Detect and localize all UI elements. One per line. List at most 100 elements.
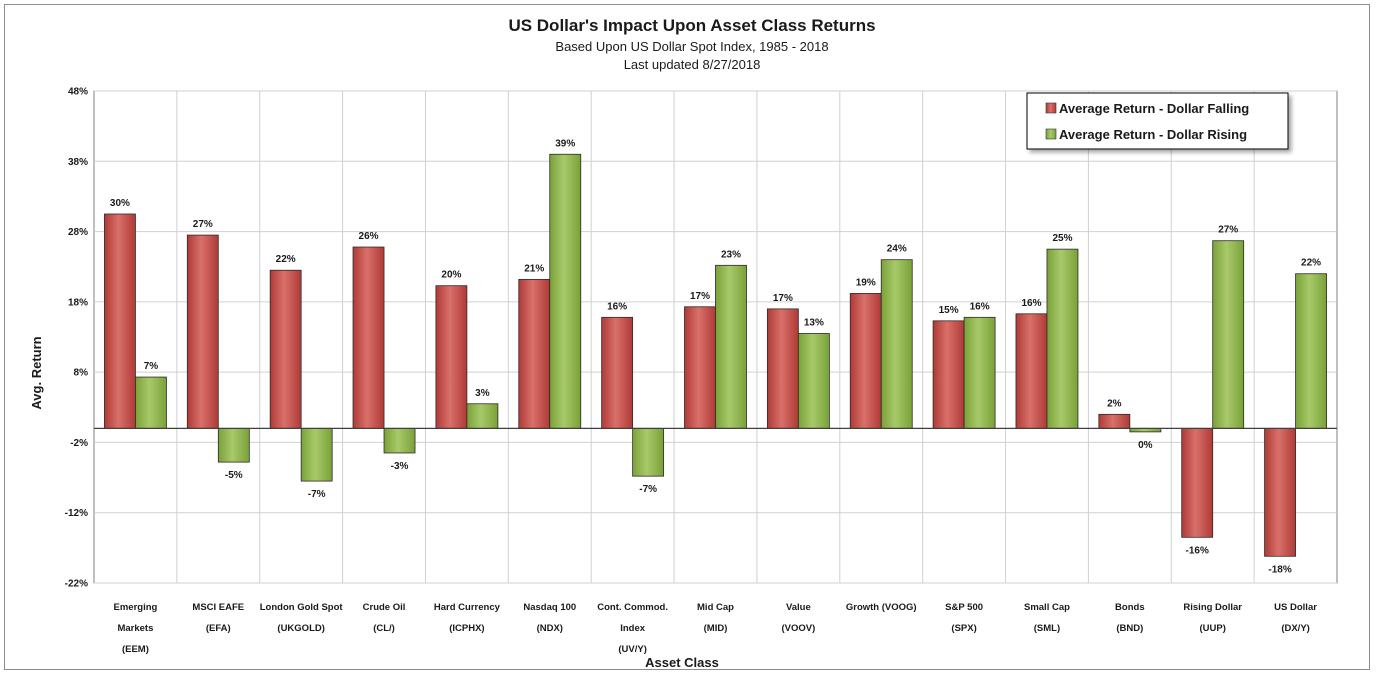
x-category-label: (VOOV) bbox=[781, 623, 815, 634]
x-category-label: (DX/Y) bbox=[1281, 623, 1310, 634]
data-label: 17% bbox=[773, 293, 793, 304]
y-tick-label: 28% bbox=[68, 227, 88, 238]
x-category-label: Small Cap bbox=[1024, 602, 1070, 613]
bar-dollar-falling bbox=[518, 278, 551, 429]
x-category-label: (CL/) bbox=[373, 623, 395, 634]
x-category-label: Nasdaq 100 bbox=[523, 602, 576, 613]
x-category-label: (NDX) bbox=[537, 623, 563, 634]
chart-frame: US Dollar's Impact Upon Asset Class Retu… bbox=[4, 4, 1370, 670]
bar-dollar-falling bbox=[684, 306, 716, 429]
x-category-label: Index bbox=[620, 623, 646, 634]
y-tick-label: -22% bbox=[65, 579, 88, 590]
data-label: 24% bbox=[887, 244, 907, 255]
data-label: 27% bbox=[193, 219, 213, 230]
x-category-label: (EFA) bbox=[206, 623, 231, 634]
x-category-label: (EEM) bbox=[122, 644, 149, 655]
x-category-label: Hard Currency bbox=[434, 602, 501, 613]
y-tick-label: 38% bbox=[68, 157, 88, 168]
legend-swatch-falling bbox=[1045, 102, 1057, 114]
x-category-label: Mid Cap bbox=[697, 602, 734, 613]
x-category-label: Markets bbox=[117, 623, 153, 634]
data-label: -3% bbox=[391, 461, 409, 472]
x-category-label: MSCI EAFE bbox=[192, 602, 244, 613]
bar-dollar-rising bbox=[300, 427, 333, 482]
x-axis-title: Asset Class bbox=[645, 655, 719, 670]
x-category-label: Rising Dollar bbox=[1183, 602, 1242, 613]
data-label: 16% bbox=[607, 301, 627, 312]
data-label: 3% bbox=[475, 388, 490, 399]
chart-subtitle: Based Upon US Dollar Spot Index, 1985 - … bbox=[555, 39, 828, 54]
legend: Average Return - Dollar Falling Average … bbox=[1026, 92, 1289, 150]
bar-dollar-rising bbox=[1046, 248, 1079, 429]
x-category-label: (UKGOLD) bbox=[277, 623, 325, 634]
data-label: 39% bbox=[555, 138, 575, 149]
bar-dollar-rising bbox=[715, 264, 747, 429]
x-category-label: Cont. Commod. bbox=[597, 602, 668, 613]
data-label: 20% bbox=[441, 270, 461, 281]
bar-dollar-rising bbox=[963, 316, 996, 429]
data-label: 22% bbox=[1301, 258, 1321, 269]
bar-dollar-rising bbox=[880, 259, 913, 429]
bar-dollar-rising bbox=[135, 376, 167, 429]
x-category-label: (ICPHX) bbox=[449, 623, 484, 634]
bar-dollar-rising bbox=[549, 153, 582, 429]
y-tick-label: 8% bbox=[74, 368, 89, 379]
bar-dollar-falling bbox=[1264, 427, 1296, 557]
bars bbox=[104, 153, 1327, 557]
data-label: -7% bbox=[639, 484, 657, 495]
bar-dollar-rising bbox=[383, 427, 416, 454]
legend-swatch-rising bbox=[1045, 128, 1057, 140]
y-tick-label: -2% bbox=[70, 438, 88, 449]
bar-dollar-falling bbox=[932, 320, 965, 429]
data-label: 7% bbox=[144, 361, 159, 372]
chart-subtitle-updated: Last updated 8/27/2018 bbox=[624, 57, 761, 72]
y-tick-label: 48% bbox=[68, 87, 88, 98]
bar-dollar-falling bbox=[849, 293, 882, 429]
bar-dollar-falling bbox=[1181, 427, 1214, 538]
bar-dollar-rising bbox=[797, 333, 830, 429]
bar-dollar-rising bbox=[1212, 240, 1245, 429]
data-label: 16% bbox=[1021, 298, 1041, 309]
bar-dollar-falling bbox=[186, 234, 219, 429]
data-label: 26% bbox=[359, 231, 379, 242]
x-category-label: (BND) bbox=[1116, 623, 1143, 634]
chart-title: US Dollar's Impact Upon Asset Class Retu… bbox=[508, 16, 875, 35]
bar-dollar-rising bbox=[466, 403, 499, 429]
data-label: 2% bbox=[1107, 398, 1122, 409]
y-axis-title: Avg. Return bbox=[29, 336, 44, 409]
bar-dollar-falling bbox=[1015, 313, 1048, 429]
data-label: -5% bbox=[225, 470, 243, 481]
bar-dollar-falling bbox=[766, 308, 799, 429]
bar-dollar-falling bbox=[601, 316, 634, 429]
bar-dollar-falling bbox=[269, 269, 302, 429]
bar-dollar-falling bbox=[1098, 413, 1131, 429]
x-category-label: Bonds bbox=[1115, 602, 1145, 613]
legend-label-rising: Average Return - Dollar Rising bbox=[1059, 127, 1247, 142]
data-label: 13% bbox=[804, 317, 824, 328]
x-category-label: (SPX) bbox=[951, 623, 976, 634]
legend-label-falling: Average Return - Dollar Falling bbox=[1059, 101, 1249, 116]
x-category-label: US Dollar bbox=[1274, 602, 1317, 613]
y-tick-label: -12% bbox=[65, 508, 88, 519]
data-label: 25% bbox=[1052, 233, 1072, 244]
x-category-label: (MID) bbox=[704, 623, 728, 634]
x-category-label: Growth (VOOG) bbox=[846, 602, 917, 613]
data-label: 19% bbox=[856, 277, 876, 288]
data-label: -18% bbox=[1268, 564, 1291, 575]
data-label: 23% bbox=[721, 249, 741, 260]
legend-box bbox=[1026, 92, 1289, 150]
bar-dollar-falling bbox=[352, 246, 385, 429]
x-axis-category-labels: Emerging Markets (EEM) MSCI EAFE (EFA) London… bbox=[114, 602, 1318, 655]
x-category-label: Crude Oil bbox=[363, 602, 406, 613]
x-category-label: Emerging bbox=[114, 602, 158, 613]
data-label: 15% bbox=[939, 305, 959, 316]
bar-chart: US Dollar's Impact Upon Asset Class Retu… bbox=[29, 16, 1338, 670]
data-label: 30% bbox=[110, 198, 130, 209]
x-category-label: London Gold Spot bbox=[260, 602, 344, 613]
bar-dollar-rising bbox=[217, 427, 250, 463]
x-category-label: S&P 500 bbox=[945, 602, 983, 613]
data-label: 27% bbox=[1218, 225, 1238, 236]
bar-dollar-falling bbox=[104, 213, 136, 429]
data-labels: 30% 27% 22% 26% 20% 21% 16% 17% 17% 19% 15% 16% 2% -1… bbox=[110, 138, 1321, 575]
bar-dollar-rising bbox=[1295, 273, 1327, 429]
